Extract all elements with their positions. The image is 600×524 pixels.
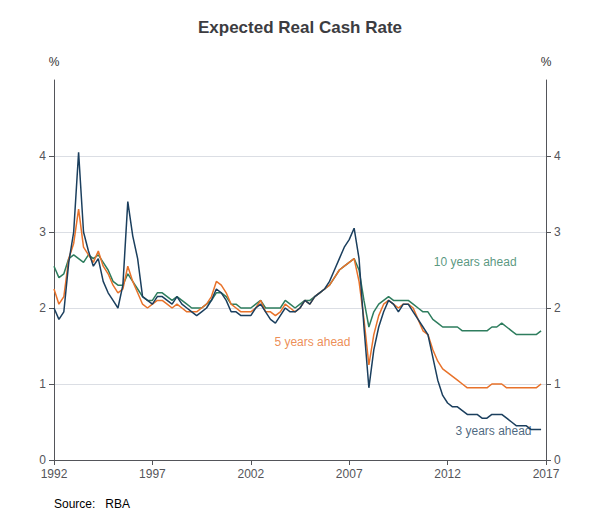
svg-text:1997: 1997: [139, 467, 166, 481]
svg-text:2017: 2017: [533, 467, 560, 481]
svg-text:0: 0: [554, 453, 561, 467]
svg-text:1: 1: [39, 377, 46, 391]
svg-text:%: %: [541, 55, 552, 69]
svg-text:10 years ahead: 10 years ahead: [434, 255, 517, 269]
svg-text:Source: RBA: Source: RBA: [54, 497, 130, 511]
svg-text:%: %: [49, 55, 60, 69]
svg-text:5 years ahead: 5 years ahead: [274, 335, 350, 349]
svg-text:4: 4: [39, 149, 46, 163]
svg-text:3: 3: [39, 225, 46, 239]
svg-text:1: 1: [554, 377, 561, 391]
svg-text:3 years ahead: 3 years ahead: [455, 424, 531, 438]
svg-text:3: 3: [554, 225, 561, 239]
svg-text:0: 0: [39, 453, 46, 467]
svg-text:2012: 2012: [434, 467, 461, 481]
svg-text:2: 2: [554, 301, 561, 315]
svg-text:2007: 2007: [336, 467, 363, 481]
svg-text:2002: 2002: [237, 467, 264, 481]
svg-text:4: 4: [554, 149, 561, 163]
svg-text:2: 2: [39, 301, 46, 315]
svg-text:1992: 1992: [41, 467, 68, 481]
svg-text:Expected Real Cash Rate: Expected Real Cash Rate: [198, 18, 402, 37]
